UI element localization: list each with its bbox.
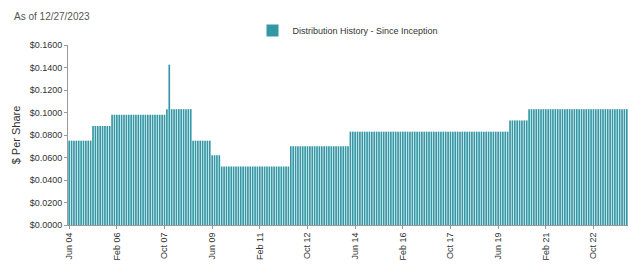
svg-text:Oct 07: Oct 07 [159,233,169,260]
svg-text:$0.0800: $0.0800 [30,130,63,140]
svg-text:Jun 04: Jun 04 [64,233,74,260]
svg-text:Feb 21: Feb 21 [541,233,551,261]
svg-text:As of 12/27/2023: As of 12/27/2023 [14,11,90,22]
svg-text:Feb 11: Feb 11 [255,233,265,260]
svg-text:$ Per Share: $ Per Share [10,106,22,165]
svg-text:Jun 09: Jun 09 [207,233,217,260]
svg-text:Oct 12: Oct 12 [302,233,312,260]
svg-text:Oct 17: Oct 17 [445,233,455,260]
svg-text:$0.1200: $0.1200 [30,85,63,95]
svg-text:$0.1000: $0.1000 [30,108,63,118]
svg-text:Jun 19: Jun 19 [493,233,503,260]
svg-text:$0.1600: $0.1600 [30,40,63,50]
svg-text:Feb 16: Feb 16 [398,233,408,261]
svg-text:Jun 14: Jun 14 [350,233,360,260]
svg-text:$0.0400: $0.0400 [30,175,63,185]
svg-text:$0.0200: $0.0200 [30,198,63,208]
svg-text:Distribution History - Since I: Distribution History - Since Inception [293,26,438,36]
svg-text:$0.0600: $0.0600 [30,153,63,163]
svg-text:$0.1400: $0.1400 [30,63,63,73]
svg-text:Oct 22: Oct 22 [588,233,598,260]
svg-text:Feb 06: Feb 06 [112,233,122,261]
svg-text:$0.0000: $0.0000 [30,220,63,230]
